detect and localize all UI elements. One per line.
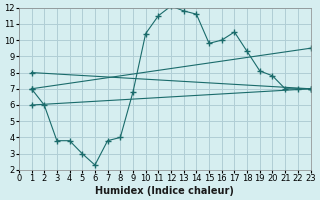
X-axis label: Humidex (Indice chaleur): Humidex (Indice chaleur) xyxy=(95,186,234,196)
